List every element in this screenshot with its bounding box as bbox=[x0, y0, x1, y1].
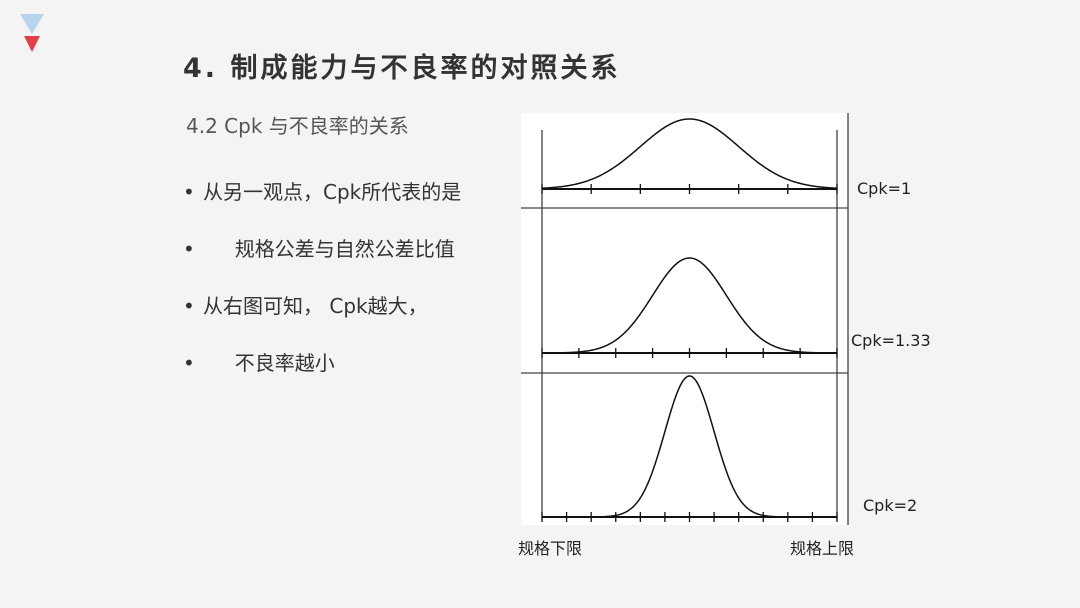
cpk-label: Cpk=1 bbox=[857, 179, 911, 198]
bullet-item: • 从另一观点，Cpk所代表的是 bbox=[183, 180, 462, 204]
bullet-item: • 规格公差与自然公差比值 bbox=[183, 237, 455, 261]
cpk-label: Cpk=1.33 bbox=[851, 331, 931, 350]
diagram-background bbox=[521, 113, 848, 525]
lower-limit-label: 规格下限 bbox=[518, 539, 582, 558]
bullet-item: • 不良率越小 bbox=[183, 351, 335, 375]
upper-limit-label: 规格上限 bbox=[790, 539, 854, 558]
bullet-item: • 从右图可知， Cpk越大， bbox=[183, 294, 428, 318]
distribution-curve bbox=[541, 118, 838, 189]
page-title: 4. 制成能力与不良率的对照关系 bbox=[183, 53, 621, 84]
cpk-label: Cpk=2 bbox=[863, 496, 917, 515]
section-subtitle: 4.2 Cpk 与不良率的关系 bbox=[186, 114, 409, 138]
distribution-curve bbox=[541, 257, 838, 354]
logo-icon bbox=[20, 14, 44, 52]
